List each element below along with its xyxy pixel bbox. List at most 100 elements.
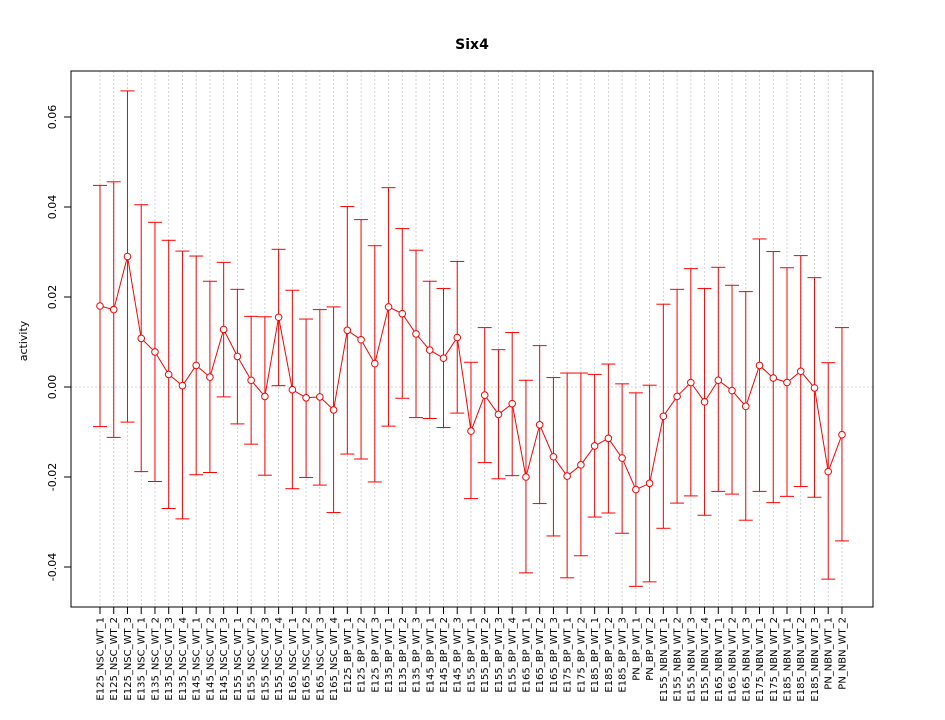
x-tick-label: E165_BP_WT_1 xyxy=(521,617,532,693)
grid-lines xyxy=(99,71,843,607)
data-point xyxy=(810,384,819,392)
x-tick-label: E155_NSC_WT_3 xyxy=(260,617,271,701)
x-tick-label: E175_BP_WT_1 xyxy=(563,617,574,693)
data-point xyxy=(824,467,833,476)
data-point xyxy=(316,393,324,401)
x-tick-label: E125_NSC_WT_2 xyxy=(109,617,120,701)
data-point xyxy=(714,376,723,385)
data-point xyxy=(329,406,338,414)
plot-frame xyxy=(70,70,874,608)
data-point xyxy=(604,434,613,443)
x-tick-label: E155_BP_WT_4 xyxy=(508,617,519,693)
data-point xyxy=(838,430,846,439)
data-point xyxy=(453,333,462,342)
x-tick-label: PN_NBN_WT_2 xyxy=(837,617,848,690)
x-tick-label: E125_NSC_WT_1 xyxy=(96,617,107,701)
data-point xyxy=(302,394,310,402)
y-tick-label: 0.06 xyxy=(46,105,59,130)
y-tick-label: 0.02 xyxy=(46,285,59,310)
chart-title: Six4 xyxy=(455,37,489,53)
x-tick-label: E155_BP_WT_2 xyxy=(480,617,491,693)
data-point xyxy=(206,373,214,381)
data-point xyxy=(343,326,352,335)
x-tick-label: E125_BP_WT_3 xyxy=(370,617,381,693)
data-point xyxy=(137,334,146,343)
data-point xyxy=(728,386,736,395)
x-tick-label: PN_BP_WT_2 xyxy=(645,617,656,681)
data-point xyxy=(741,402,750,411)
data-point xyxy=(522,473,530,481)
x-tick-label: E125_BP_WT_1 xyxy=(343,617,354,693)
data-point xyxy=(590,442,599,450)
data-point xyxy=(425,346,434,354)
x-tick-label: E135_NSC_WT_2 xyxy=(150,617,161,701)
x-tick-label: E155_NBN_WT_3 xyxy=(686,617,697,702)
x-tick-label: E145_NSC_WT_1 xyxy=(192,617,203,701)
data-point xyxy=(618,454,626,462)
y-axis: -0.04 -0.02 0.00 0.02 0.04 0.06 xyxy=(46,105,71,581)
x-tick-label: E155_BP_WT_1 xyxy=(466,617,477,693)
y-tick-label: -0.04 xyxy=(46,553,59,581)
x-tick-label: E145_BP_WT_3 xyxy=(453,617,464,693)
y-tick-label: -0.02 xyxy=(46,463,59,491)
data-point xyxy=(508,399,517,408)
x-tick-label: E145_NSC_WT_2 xyxy=(205,617,216,701)
data-point xyxy=(151,348,159,356)
x-tick-label: E165_NSC_WT_1 xyxy=(288,617,299,701)
x-tick-label: E175_BP_WT_2 xyxy=(576,617,587,693)
data-point xyxy=(412,330,420,338)
data-point xyxy=(261,392,269,401)
x-tick-label: E145_NSC_WT_3 xyxy=(219,617,230,701)
data-point xyxy=(577,461,585,469)
data-point xyxy=(274,313,283,322)
x-tick-label: E125_BP_WT_2 xyxy=(357,617,368,693)
x-tick-label: E175_NBN_WT_1 xyxy=(755,617,766,702)
y-tick-label: 0.00 xyxy=(46,375,59,400)
x-tick-label: PN_BP_WT_1 xyxy=(631,617,642,681)
data-point xyxy=(659,412,668,421)
x-tick-label: E165_NSC_WT_3 xyxy=(315,617,326,701)
y-tick-label: 0.04 xyxy=(46,195,59,220)
data-point xyxy=(796,367,805,376)
data-point xyxy=(700,398,709,406)
data-point xyxy=(233,352,242,361)
x-axis: E125_NSC_WT_1 E125_NSC_WT_2 E125_NSC_WT_3 E… xyxy=(96,607,848,702)
x-tick-label: E155_BP_WT_3 xyxy=(494,617,505,693)
data-point xyxy=(219,325,228,334)
data-point xyxy=(192,361,200,370)
x-tick-label: E185_NBN_WT_1 xyxy=(783,617,794,702)
data-point xyxy=(687,378,695,387)
x-tick-label: E155_NSC_WT_1 xyxy=(233,617,244,701)
x-tick-label: E135_BP_WT_3 xyxy=(412,617,423,693)
data-point xyxy=(247,376,255,385)
x-tick-label: E185_BP_WT_1 xyxy=(590,617,601,693)
x-tick-label: E125_NSC_WT_3 xyxy=(123,617,134,701)
x-tick-label: E135_NSC_WT_3 xyxy=(164,617,175,701)
y-axis-label: activity xyxy=(17,320,30,361)
data-point xyxy=(288,385,297,394)
x-tick-label: E185_BP_WT_3 xyxy=(618,617,629,693)
data-point xyxy=(178,381,187,390)
data-point xyxy=(398,309,407,318)
data-point xyxy=(535,421,544,429)
data-point xyxy=(755,361,764,370)
data-point xyxy=(371,359,379,368)
data-point xyxy=(109,305,118,314)
x-tick-label: E145_BP_WT_1 xyxy=(425,617,436,693)
data-point xyxy=(357,335,365,344)
x-tick-label: E155_NSC_WT_4 xyxy=(274,617,285,701)
x-tick-label: E155_NBN_WT_2 xyxy=(673,617,684,702)
data-point xyxy=(783,378,791,387)
x-tick-label: E165_BP_WT_3 xyxy=(549,617,560,693)
x-tick-label: E165_BP_WT_2 xyxy=(535,617,546,693)
x-tick-label: E155_NSC_WT_2 xyxy=(247,617,258,701)
x-tick-label: E185_NBN_WT_3 xyxy=(810,617,821,702)
x-tick-label: E175_NBN_WT_2 xyxy=(769,617,780,702)
x-tick-label: E185_BP_WT_2 xyxy=(604,617,615,693)
data-point xyxy=(494,410,503,419)
data-point xyxy=(164,370,173,379)
x-tick-label: E185_NBN_WT_2 xyxy=(796,617,807,702)
x-tick-label: E165_NBN_WT_1 xyxy=(714,617,725,702)
data-point xyxy=(673,392,681,401)
